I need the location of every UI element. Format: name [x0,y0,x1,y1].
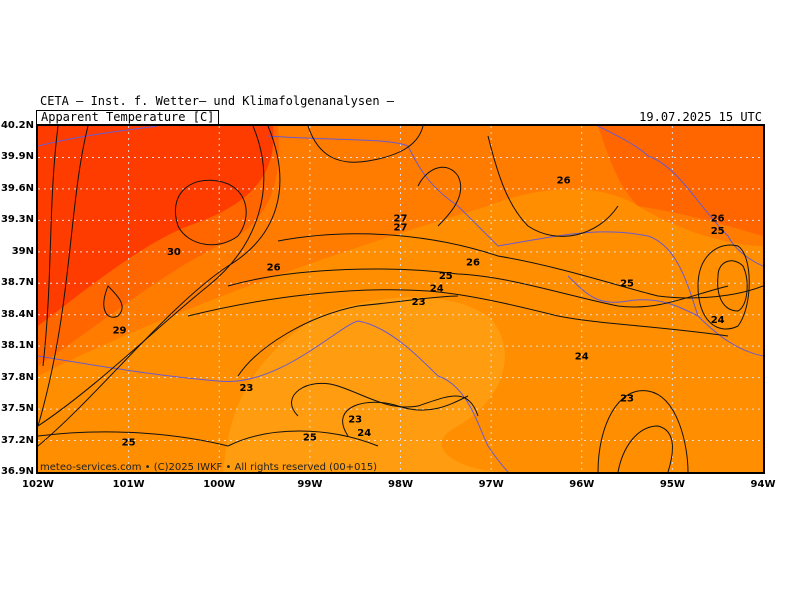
contour-label: 30 [167,247,181,258]
contour-line [617,425,673,472]
contour-label: 23 [412,297,426,308]
state-border [267,135,763,357]
contour-label: 26 [557,176,571,187]
contour-label: 24 [575,352,589,363]
contour-line [187,289,729,337]
contour-line [717,260,748,312]
fill-23 [223,297,508,472]
longitude-tick-label: 97W [478,479,504,490]
state-border [567,275,699,317]
longitude-tick-label: 100W [203,479,236,490]
map-title: CETA – Inst. f. Wetter– und Klimafolgena… [40,94,395,108]
longitude-tick-label: 94W [750,479,776,490]
contour-label: 29 [113,325,127,336]
contour-line [38,126,281,447]
contour-line [697,244,750,330]
map-panel: 30 29 26 27 27 26 26 25 24 23 26 25 25 24 24 23 23 24 25 25… [36,124,765,474]
contour-line [291,382,479,417]
contour-line [237,295,459,377]
contour-label: 25 [711,226,725,237]
variable-label: Apparent Temperature [C] [36,110,220,124]
contour-label: 26 [267,263,281,274]
latitude-tick-label: 38.4N [0,308,34,320]
longitude-tick-label: 95W [659,479,685,490]
longitude-tick-label: 101W [112,479,145,490]
longitude-tick-label: 99W [297,479,323,490]
contour-label: 26 [711,213,725,224]
contour-label: 27 [394,223,408,234]
latitude-tick-label: 37.5N [0,403,34,415]
contour-line [597,390,689,472]
contour-label: 24 [711,315,725,326]
contour-label: 23 [239,383,253,394]
contour-line [42,126,59,367]
contour-line [227,430,379,447]
fill-30-west [38,126,274,326]
latitude-tick-label: 37.2N [0,434,34,446]
contour-line [342,395,469,437]
latitude-tick-label: 39N [11,245,34,257]
contour-line [487,135,619,237]
contour-label: 24 [357,428,371,439]
contour-line [38,431,229,447]
latitude-tick-label: 39.3N [0,214,34,226]
latitude-tick-label: 38.1N [0,340,34,352]
contour-label: 25 [303,432,317,443]
longitude-tick-label: 102W [22,479,54,490]
contour-line [277,233,763,299]
latitude-tick-label: 36.9N [0,466,34,477]
contour-line [227,268,729,308]
latitude-tick-label: 38.7N [0,277,34,289]
latitude-tick-label: 40.2N [0,120,34,131]
temperature-fill-layer [38,126,763,472]
contour-line [103,285,123,318]
contour-label: 27 [394,213,408,224]
fill-27-northeast [598,126,763,236]
credit-text: meteo-services.com • (C)2025 IWKF • All … [40,462,378,473]
contour-line [307,126,424,163]
contour-line [38,126,265,427]
contour-label: 26 [466,257,480,268]
state-border [597,126,763,267]
latitude-tick-label: 39.9N [0,151,34,163]
contour-label: 25 [122,438,136,449]
state-border [38,126,159,147]
contour-line [38,126,89,427]
longitude-tick-label: 96W [569,479,595,490]
longitude-tick-label: 98W [388,479,413,490]
contour-label: 25 [620,278,634,289]
contour-line [417,166,462,227]
contour-lines [38,126,763,472]
contour-label: 25 [439,271,453,282]
state-borders [38,126,763,472]
latitude-tick-label: 37.8N [0,371,34,383]
graticule [38,126,763,472]
contour-line [174,179,247,246]
contour-label: 23 [348,415,362,426]
valid-time: 19.07.2025 15 UTC [639,110,762,124]
contour-label: 23 [620,394,634,405]
contour-label: 24 [430,284,444,295]
state-border [38,320,509,472]
latitude-tick-label: 39.6N [0,182,34,194]
